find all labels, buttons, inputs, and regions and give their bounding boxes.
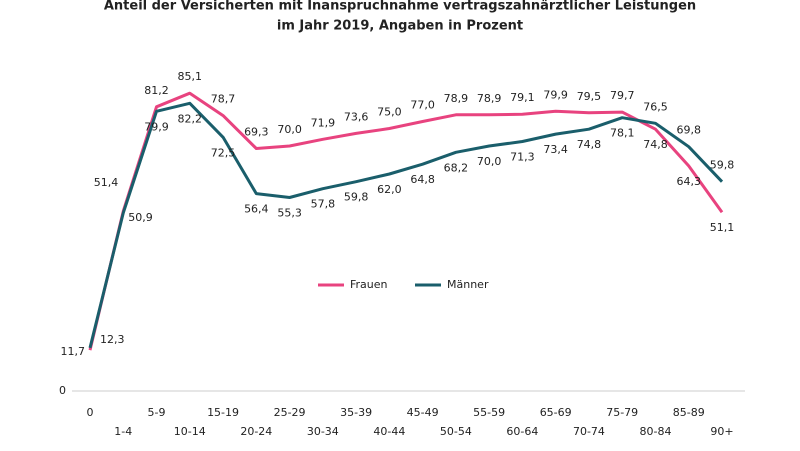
data-label: 69,3 xyxy=(244,125,269,138)
x-tick-label: 10-14 xyxy=(174,425,206,438)
x-tick-label: 20-24 xyxy=(240,425,272,438)
chart-subtitle: im Jahr 2019, Angaben in Prozent xyxy=(277,19,523,34)
x-tick-label: 65-69 xyxy=(540,406,572,419)
data-label: 57,8 xyxy=(311,198,336,211)
chart-title: Anteil der Versicherten mit Inanspruchna… xyxy=(104,0,696,14)
x-tick-label: 60-64 xyxy=(506,425,538,438)
data-label: 82,2 xyxy=(178,112,203,125)
data-label: 78,1 xyxy=(610,127,635,140)
data-label: 73,6 xyxy=(344,110,369,123)
data-label: 51,4 xyxy=(94,176,119,189)
data-label: 59,8 xyxy=(344,191,369,204)
data-label: 81,2 xyxy=(144,84,169,97)
data-label: 62,0 xyxy=(377,183,402,196)
x-tick-label: 35-39 xyxy=(340,406,372,419)
x-tick-label: 25-29 xyxy=(274,406,306,419)
data-label: 12,3 xyxy=(100,333,125,346)
series-line xyxy=(88,91,724,351)
data-label: 59,8 xyxy=(710,159,735,172)
data-label: 64,8 xyxy=(410,173,435,186)
data-label: 77,0 xyxy=(410,99,435,112)
x-tick-label: 15-19 xyxy=(207,406,239,419)
data-label: 71,9 xyxy=(311,116,336,129)
data-label: 78,9 xyxy=(444,92,469,105)
data-label: 69,8 xyxy=(676,124,701,137)
data-label: 79,9 xyxy=(144,120,169,133)
data-label: 79,7 xyxy=(610,89,635,102)
legend-label: Männer xyxy=(447,278,489,291)
data-label: 70,0 xyxy=(277,123,302,136)
data-label: 79,5 xyxy=(577,90,602,103)
data-label: 78,7 xyxy=(211,93,236,106)
x-tick-label: 1-4 xyxy=(114,425,132,438)
data-label: 68,2 xyxy=(444,161,469,174)
x-tick-label: 0 xyxy=(87,406,94,419)
data-label: 50,9 xyxy=(128,211,153,224)
data-label: 76,5 xyxy=(643,100,668,113)
data-label: 75,0 xyxy=(377,106,402,119)
data-label: 70,0 xyxy=(477,155,502,168)
legend-label: Frauen xyxy=(350,278,388,291)
data-label: 71,3 xyxy=(510,150,535,163)
x-tick-label: 30-34 xyxy=(307,425,339,438)
data-label: 64,3 xyxy=(676,175,701,188)
x-tick-label: 80-84 xyxy=(639,425,671,438)
data-label: 79,1 xyxy=(510,91,535,104)
x-tick-label: 90+ xyxy=(710,425,733,438)
data-label: 11,7 xyxy=(61,345,86,358)
data-label: 79,9 xyxy=(543,88,568,101)
x-tick-label: 85-89 xyxy=(673,406,705,419)
x-tick-label: 45-49 xyxy=(407,406,439,419)
x-tick-label: 40-44 xyxy=(373,425,405,438)
x-tick-label: 75-79 xyxy=(606,406,638,419)
data-label: 78,9 xyxy=(477,92,502,105)
series-line xyxy=(88,101,724,349)
x-tick-label: 70-74 xyxy=(573,425,605,438)
data-label: 55,3 xyxy=(277,206,302,219)
x-tick-label: 5-9 xyxy=(148,406,166,419)
data-label: 56,4 xyxy=(244,203,269,216)
data-label: 51,1 xyxy=(710,221,735,234)
data-label: 85,1 xyxy=(178,70,203,83)
y-tick-label: 0 xyxy=(59,384,66,397)
x-tick-label: 50-54 xyxy=(440,425,472,438)
x-tick-label: 55-59 xyxy=(473,406,505,419)
data-label: 74,8 xyxy=(577,138,602,151)
data-label: 73,4 xyxy=(543,143,568,156)
data-label: 72,5 xyxy=(211,146,236,159)
data-label: 74,8 xyxy=(643,138,668,151)
